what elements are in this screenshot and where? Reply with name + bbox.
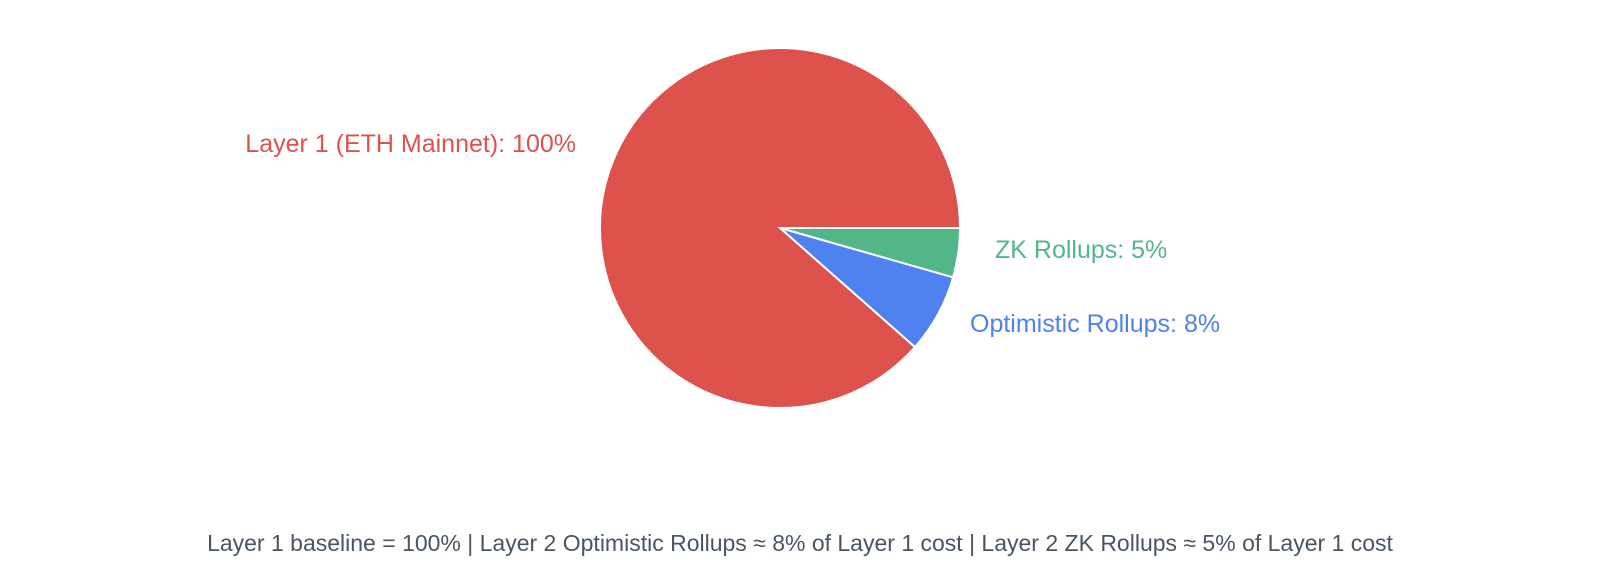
- slice-label: ZK Rollups: 5%: [995, 236, 1167, 264]
- pie-labels: Layer 1 (ETH Mainnet): 100% ZK Rollups: 5…: [245, 130, 1220, 338]
- slice-label: Layer 1 (ETH Mainnet): 100%: [245, 130, 576, 158]
- chart-footnote: Layer 1 baseline = 100% | Layer 2 Optimi…: [207, 530, 1393, 556]
- pie-slices: [599, 47, 962, 409]
- slice-label: Optimistic Rollups: 8%: [970, 310, 1220, 338]
- pie-slice: [599, 47, 962, 409]
